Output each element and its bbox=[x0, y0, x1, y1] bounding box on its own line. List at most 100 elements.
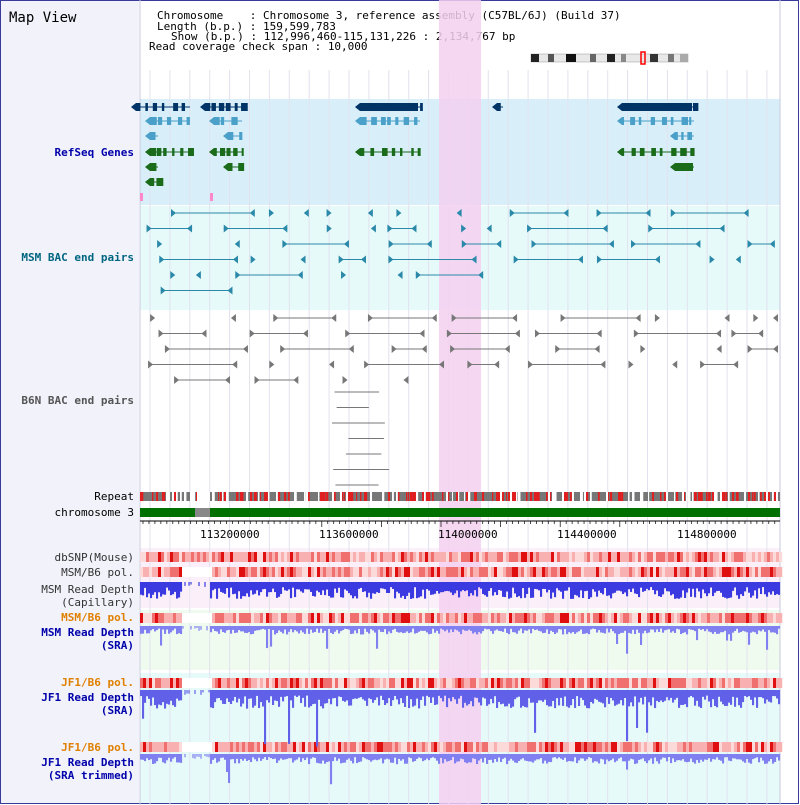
depth-bar bbox=[638, 626, 641, 633]
heat-cell bbox=[359, 552, 363, 562]
heat-cell bbox=[518, 567, 522, 577]
gene-exon bbox=[205, 103, 211, 111]
chromosome-ideogram[interactable] bbox=[530, 51, 689, 65]
heat-cell bbox=[551, 552, 555, 562]
depth-bar bbox=[438, 582, 441, 594]
heat-cell bbox=[380, 742, 384, 752]
depth-bar bbox=[750, 582, 753, 598]
refseq-gene-features[interactable] bbox=[131, 103, 699, 201]
msm-pair-end bbox=[563, 209, 569, 217]
depth-bar bbox=[206, 626, 208, 631]
heat-cell bbox=[728, 567, 732, 577]
heat-cell bbox=[323, 678, 327, 688]
heat-cell bbox=[497, 567, 501, 577]
heat-cell bbox=[455, 678, 459, 688]
depth-bar bbox=[534, 690, 537, 733]
depth-bar bbox=[676, 582, 679, 599]
depth-bar bbox=[322, 690, 325, 709]
heat-cell bbox=[575, 567, 579, 577]
heat-cell bbox=[608, 613, 612, 623]
depth-bar bbox=[592, 690, 595, 704]
msm-bac-pairs[interactable] bbox=[146, 209, 775, 295]
depth-bar bbox=[356, 626, 359, 634]
heat-cell bbox=[638, 613, 642, 623]
heat-cell bbox=[656, 613, 660, 623]
heat-cell bbox=[479, 552, 483, 562]
heat-cell bbox=[548, 552, 552, 562]
heat-cell bbox=[665, 552, 669, 562]
heat-cell bbox=[713, 567, 717, 577]
depth-bar bbox=[566, 626, 569, 635]
heat-cell bbox=[722, 742, 726, 752]
depth-bar bbox=[500, 626, 503, 632]
repeat-segment bbox=[760, 492, 762, 501]
depth-bar bbox=[360, 626, 363, 635]
heat-cell bbox=[245, 552, 249, 562]
depth-bar bbox=[674, 582, 677, 599]
depth-bar bbox=[368, 690, 371, 699]
depth-bar bbox=[764, 690, 767, 704]
heat-cell bbox=[449, 742, 453, 752]
msm-pair-end bbox=[478, 271, 484, 279]
heat-cell bbox=[440, 742, 444, 752]
depth-bar bbox=[704, 690, 707, 700]
heat-cell bbox=[521, 678, 525, 688]
chromosome-gap bbox=[195, 508, 210, 517]
msm-pair-end bbox=[397, 271, 403, 279]
depth-bar bbox=[588, 582, 591, 599]
depth-bar bbox=[518, 582, 521, 597]
depth-bar bbox=[342, 582, 345, 598]
msm-pair-end bbox=[338, 255, 344, 264]
depth-bar bbox=[628, 582, 631, 590]
depth-bar bbox=[160, 690, 163, 706]
depth-bar bbox=[158, 626, 161, 629]
heat-cell bbox=[140, 742, 144, 752]
depth-bar bbox=[464, 754, 467, 763]
depth-bar bbox=[540, 690, 543, 701]
depth-bar bbox=[420, 582, 423, 597]
depth-bar bbox=[510, 582, 513, 598]
heat-cell bbox=[332, 613, 336, 623]
depth-bar bbox=[764, 754, 767, 764]
depth-bar bbox=[236, 754, 239, 759]
heat-cell bbox=[773, 613, 777, 623]
heat-cell bbox=[419, 567, 423, 577]
repeat-segment bbox=[164, 492, 166, 501]
msm-pair-end bbox=[297, 271, 303, 279]
depth-bar bbox=[324, 754, 327, 764]
heat-cell bbox=[617, 613, 621, 623]
depth-bar bbox=[720, 754, 723, 761]
repeat-segment bbox=[412, 492, 415, 501]
track-label-dbsnp: dbSNP(Mouse) bbox=[54, 551, 134, 564]
depth-bar bbox=[628, 626, 631, 633]
depth-bar bbox=[412, 626, 415, 629]
depth-bar bbox=[298, 582, 301, 590]
depth-bar bbox=[244, 626, 247, 633]
heat-cell bbox=[557, 678, 561, 688]
heat-cell bbox=[671, 613, 675, 623]
gene-exon bbox=[651, 148, 656, 156]
depth-bar bbox=[726, 582, 729, 599]
depth-bar bbox=[778, 754, 781, 761]
heat-cell bbox=[641, 678, 645, 688]
depth-bar bbox=[348, 754, 351, 759]
depth-bar bbox=[192, 754, 194, 759]
depth-bar bbox=[758, 626, 761, 631]
heat-cell bbox=[239, 678, 243, 688]
depth-bar bbox=[646, 582, 649, 589]
heat-cell bbox=[500, 678, 504, 688]
heat-cell bbox=[149, 742, 153, 752]
heat-cell bbox=[683, 567, 687, 577]
depth-bar bbox=[332, 690, 335, 699]
repeat-segment bbox=[754, 492, 756, 501]
repeat-segment bbox=[684, 492, 686, 501]
heat-cell bbox=[152, 613, 156, 623]
heat-cell bbox=[380, 678, 384, 688]
depth-bar bbox=[488, 582, 491, 591]
heat-cell bbox=[509, 613, 513, 623]
gene-exon bbox=[150, 163, 157, 171]
gene-exon bbox=[233, 148, 238, 156]
depth-bar bbox=[728, 690, 731, 703]
heat-cell bbox=[521, 742, 525, 752]
b6n-bac-pairs[interactable] bbox=[148, 314, 778, 501]
